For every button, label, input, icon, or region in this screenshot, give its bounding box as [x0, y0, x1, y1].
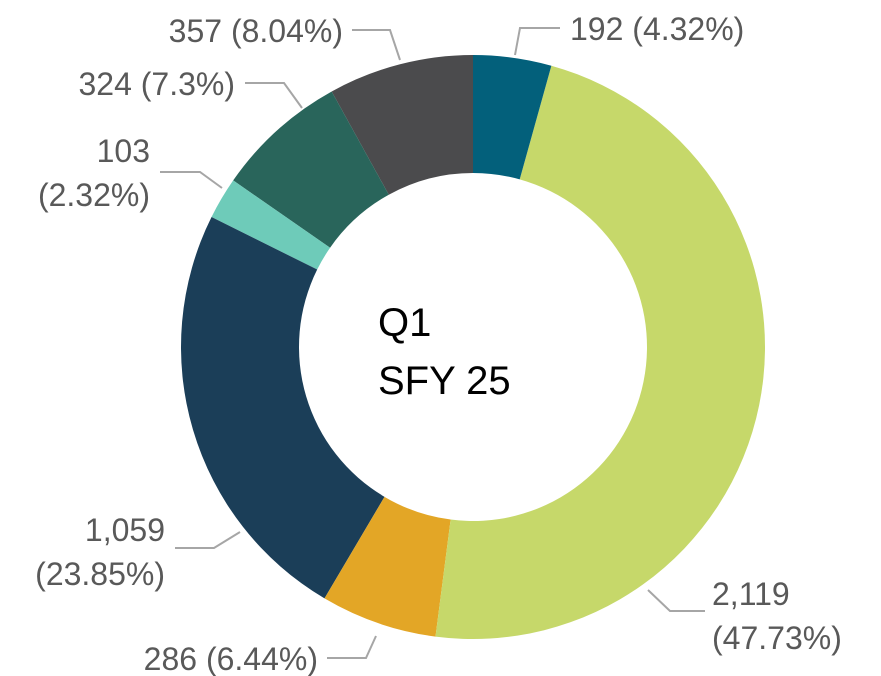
leader-line — [327, 635, 377, 659]
donut-segment — [181, 217, 385, 599]
label-line: 1,059 — [85, 512, 165, 548]
data-label: 2,119 (47.73%) — [712, 576, 842, 656]
data-label: 324 (7.3%) — [78, 66, 235, 102]
leader-line — [245, 82, 303, 109]
center-text: SFY 25 — [378, 359, 511, 403]
leader-line — [352, 29, 401, 61]
donut-segment — [331, 55, 473, 195]
label-line: (2.32%) — [38, 177, 150, 213]
label-line: 2,119 — [712, 576, 790, 612]
donut-segment — [324, 496, 451, 637]
data-label: 103 (2.32%) — [38, 133, 150, 213]
data-label: 192 (4.32%) — [570, 11, 744, 47]
data-label: 286 (6.44%) — [144, 641, 318, 676]
leader-line — [175, 531, 241, 549]
label-line: (47.73%) — [712, 620, 842, 656]
data-label: 1,059 (23.85%) — [35, 512, 165, 592]
leader-line — [160, 171, 223, 189]
donut-segment — [233, 91, 389, 248]
donut-segment — [435, 65, 765, 639]
donut-segment — [473, 55, 552, 180]
leader-line — [647, 589, 705, 612]
donut-segment — [211, 180, 331, 270]
data-label: 357 (8.04%) — [169, 13, 343, 49]
labels: 192 (4.32%) 2,119 (47.73%) 286 (6.44%) 1,059… — [35, 11, 842, 676]
leader-line — [514, 27, 560, 56]
label-line: 103 — [97, 133, 150, 169]
center-text: Q1 — [378, 301, 431, 345]
label-line: (23.85%) — [35, 556, 165, 592]
